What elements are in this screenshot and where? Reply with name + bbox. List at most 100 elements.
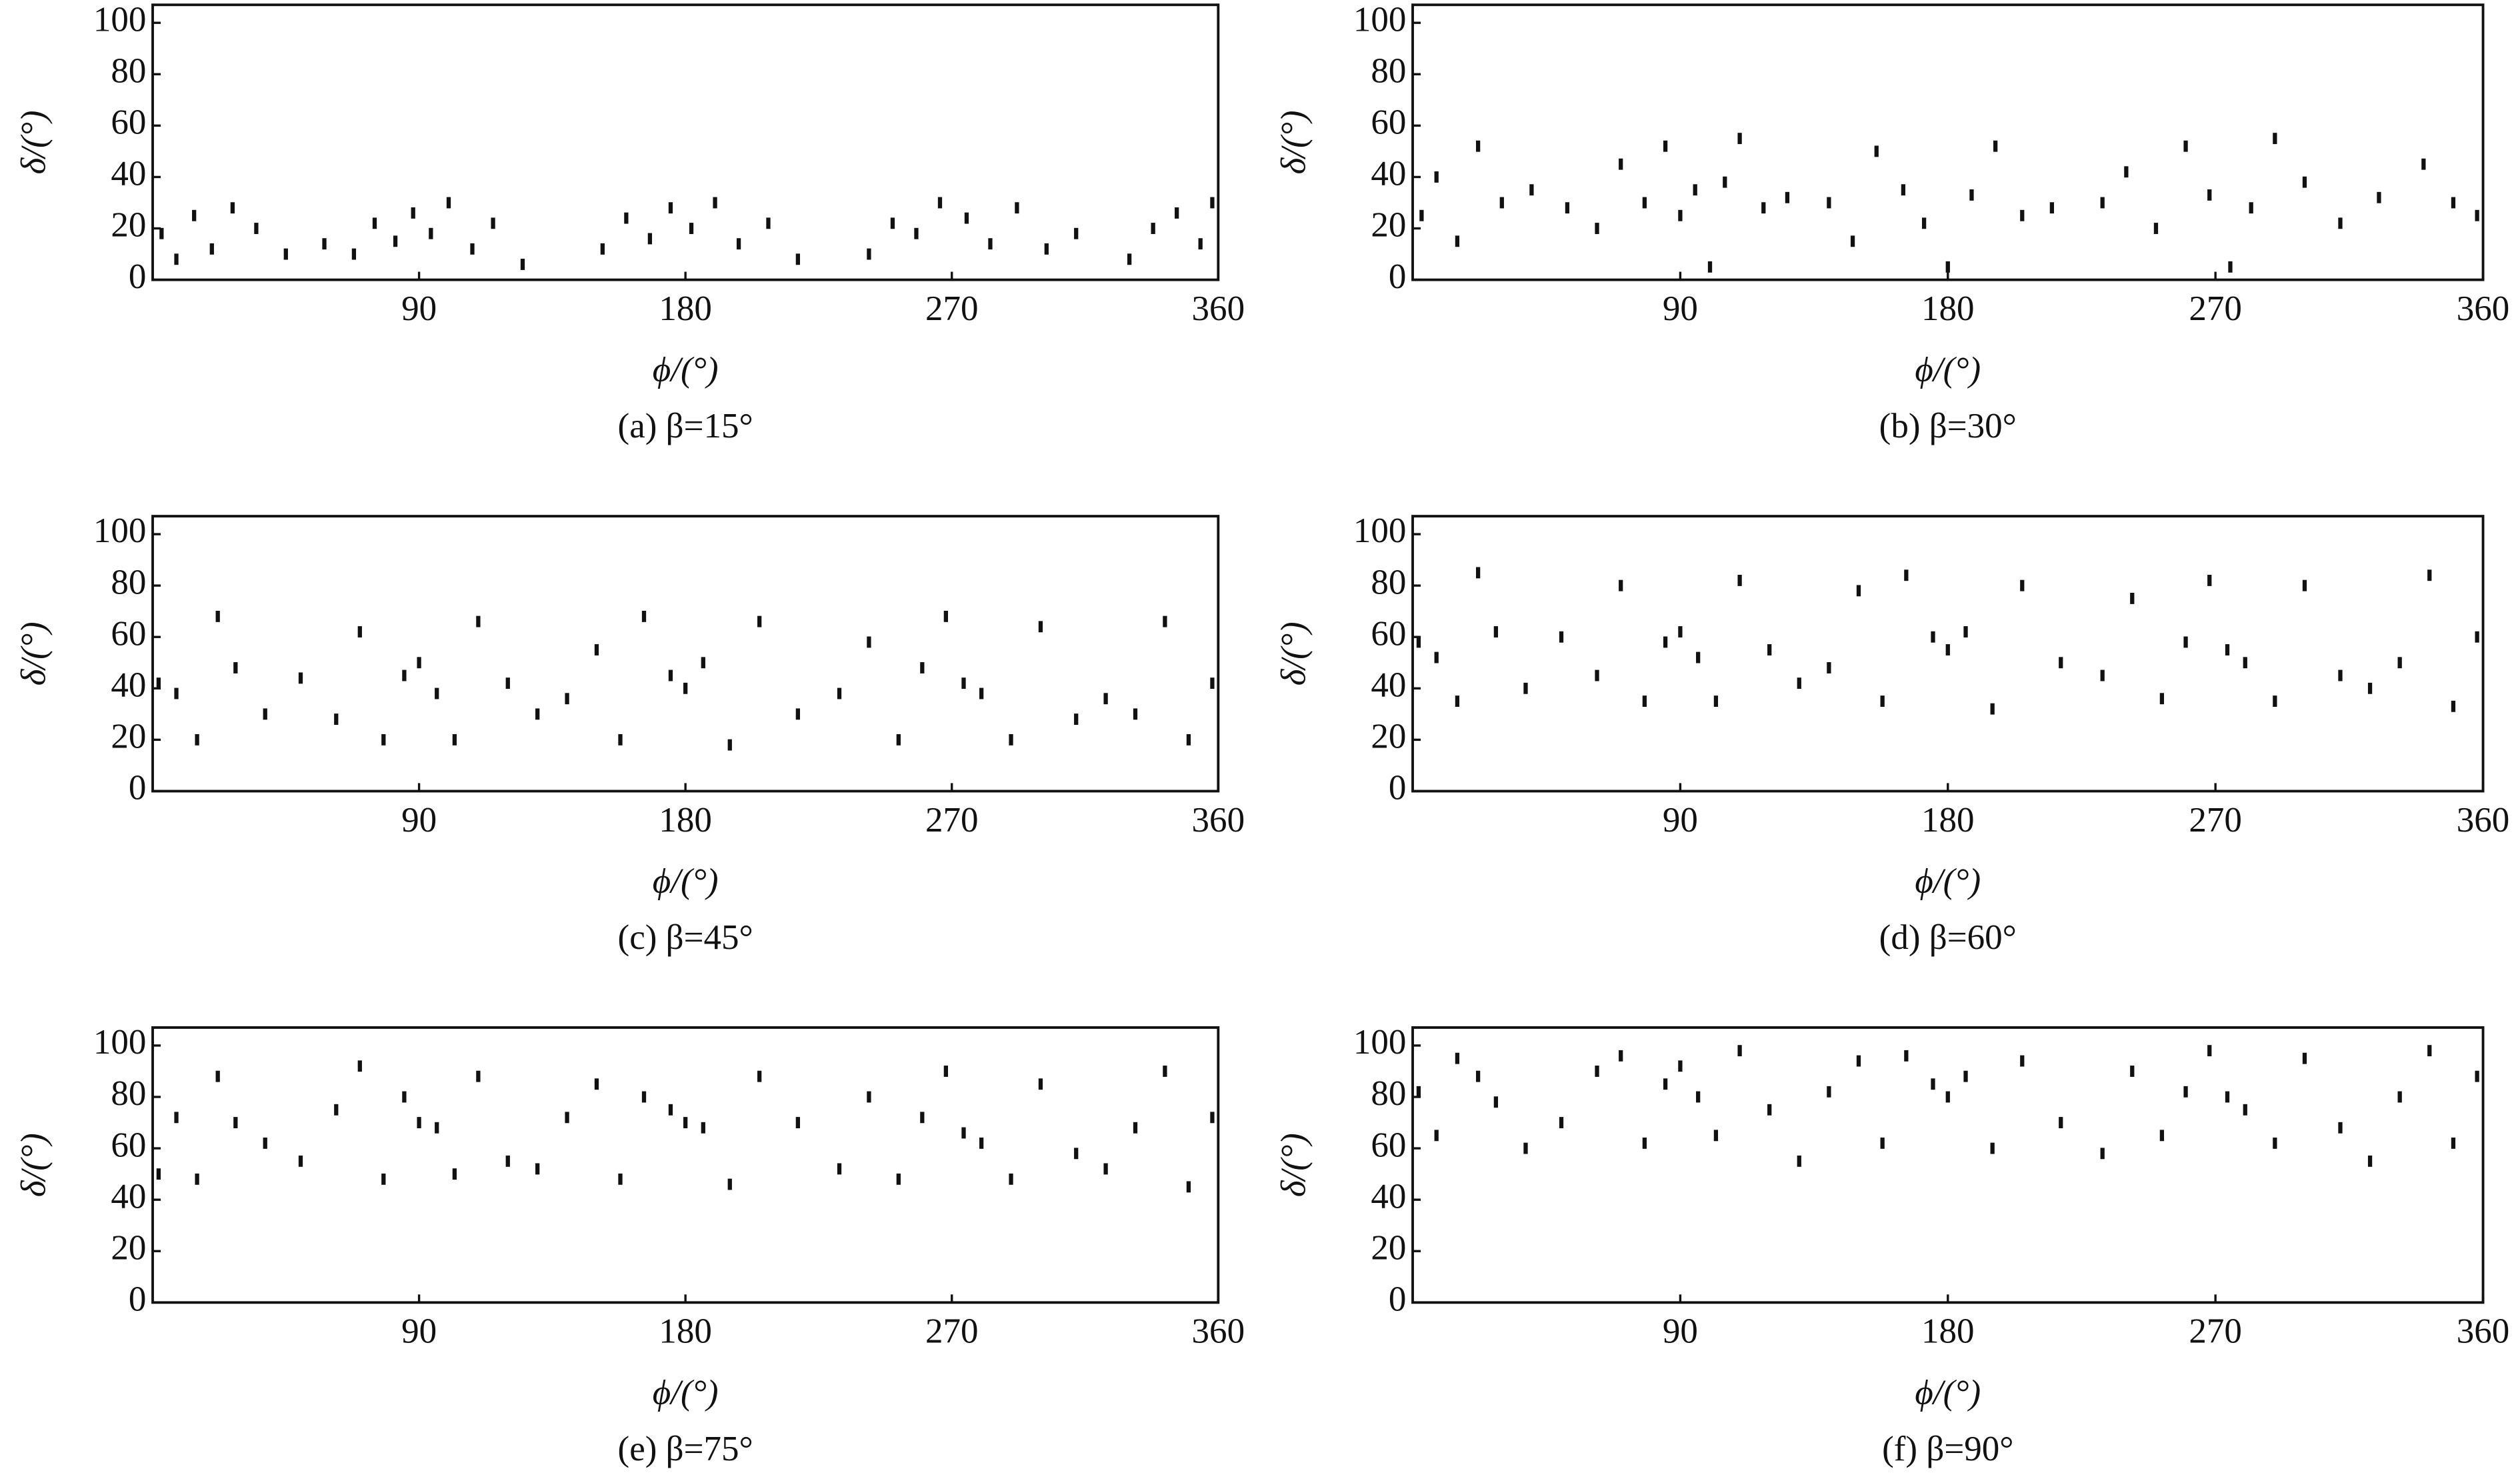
- point: [1663, 1078, 1668, 1090]
- point: [2451, 197, 2456, 209]
- point: [2377, 191, 2381, 203]
- x-tick-label: 360: [2457, 1312, 2510, 1351]
- y-tick-label: 0: [129, 1280, 147, 1318]
- x-tick-label: 180: [1921, 801, 1975, 840]
- point: [1434, 651, 1439, 663]
- point: [1074, 713, 1079, 725]
- point: [1945, 644, 1950, 655]
- point: [2338, 1122, 2343, 1134]
- point: [757, 1070, 762, 1082]
- point: [1827, 197, 1831, 209]
- x-tick-label: 90: [401, 289, 437, 328]
- point: [209, 243, 214, 255]
- point: [1434, 171, 1439, 183]
- point: [1737, 575, 1742, 586]
- point: [1619, 1050, 1623, 1062]
- x-tick-label: 360: [1192, 801, 1245, 840]
- point: [943, 1066, 948, 1077]
- y-tick-label: 0: [1389, 1280, 1407, 1318]
- point: [491, 217, 495, 229]
- x-tick-label: 90: [1663, 289, 1698, 328]
- point: [1785, 191, 1790, 203]
- y-tick-label: 20: [1371, 1228, 1406, 1267]
- point: [2100, 197, 2105, 209]
- point: [215, 610, 220, 622]
- x-tick-label: 270: [925, 1312, 979, 1351]
- point: [1931, 631, 1935, 643]
- point: [1163, 1066, 1167, 1077]
- x-tick-label: 270: [2189, 1312, 2242, 1351]
- point: [1476, 140, 1481, 152]
- point: [351, 248, 357, 260]
- point: [2243, 657, 2247, 669]
- point: [334, 1104, 339, 1116]
- x-axis-label: ϕ/(°): [1915, 351, 1981, 389]
- point: [896, 1173, 901, 1185]
- point: [2153, 223, 2159, 234]
- point: [2302, 1052, 2307, 1064]
- x-tick-label: 270: [925, 289, 979, 328]
- point: [2159, 693, 2165, 705]
- point: [174, 687, 179, 699]
- y-axis-label: δ/(°): [1275, 1133, 1313, 1197]
- point: [1904, 569, 1909, 581]
- point: [1493, 626, 1499, 637]
- point: [263, 1137, 267, 1149]
- point: [2020, 209, 2025, 221]
- y-tick-label: 40: [111, 1177, 146, 1216]
- plot-frame: [151, 3, 1220, 281]
- x-tick-label: 180: [659, 1312, 712, 1351]
- plot-frame: [1411, 3, 2485, 281]
- point: [2427, 569, 2432, 581]
- x-tick-label: 180: [659, 289, 712, 328]
- point: [641, 610, 647, 622]
- point: [937, 197, 943, 209]
- point: [920, 1112, 925, 1124]
- point: [1476, 567, 1481, 579]
- point: [357, 1060, 362, 1072]
- point: [683, 682, 688, 694]
- point: [1901, 184, 1906, 196]
- point: [837, 687, 842, 699]
- point: [159, 227, 164, 239]
- point: [964, 212, 969, 224]
- caption: (b) β=30°: [1879, 407, 2017, 445]
- point: [1009, 1173, 1013, 1185]
- point: [2273, 695, 2277, 707]
- y-tick-label: 80: [111, 51, 146, 90]
- point: [2100, 669, 2105, 681]
- point: [867, 248, 871, 260]
- point: [254, 223, 259, 234]
- y-tick-label: 20: [1371, 717, 1406, 756]
- point: [647, 233, 653, 245]
- point: [2273, 133, 2277, 145]
- point: [1931, 1078, 1935, 1090]
- point: [1455, 695, 1460, 707]
- y-tick-label: 80: [1371, 51, 1406, 90]
- point: [1969, 189, 1974, 201]
- point: [2249, 202, 2253, 214]
- point: [429, 227, 433, 239]
- point: [156, 677, 161, 689]
- point: [713, 197, 717, 209]
- point: [1163, 615, 1167, 627]
- point: [402, 1091, 407, 1103]
- x-axis-label: ϕ/(°): [653, 1373, 719, 1412]
- point: [890, 217, 895, 229]
- caption: (d) β=60°: [1879, 918, 2017, 957]
- x-axis-label: ϕ/(°): [653, 862, 719, 900]
- point: [2475, 631, 2479, 643]
- point: [914, 227, 919, 239]
- point: [1074, 1148, 1079, 1160]
- point: [1874, 145, 1879, 157]
- point: [2451, 700, 2456, 712]
- y-tick-label: 60: [1371, 614, 1406, 653]
- point: [1642, 695, 1647, 707]
- y-tick-label: 80: [1371, 1074, 1406, 1113]
- point: [1434, 1130, 1439, 1142]
- x-tick-label: 360: [1192, 1312, 1245, 1351]
- point: [1963, 626, 1968, 637]
- point: [943, 610, 948, 622]
- point: [2020, 1055, 2025, 1067]
- point: [1175, 207, 1179, 219]
